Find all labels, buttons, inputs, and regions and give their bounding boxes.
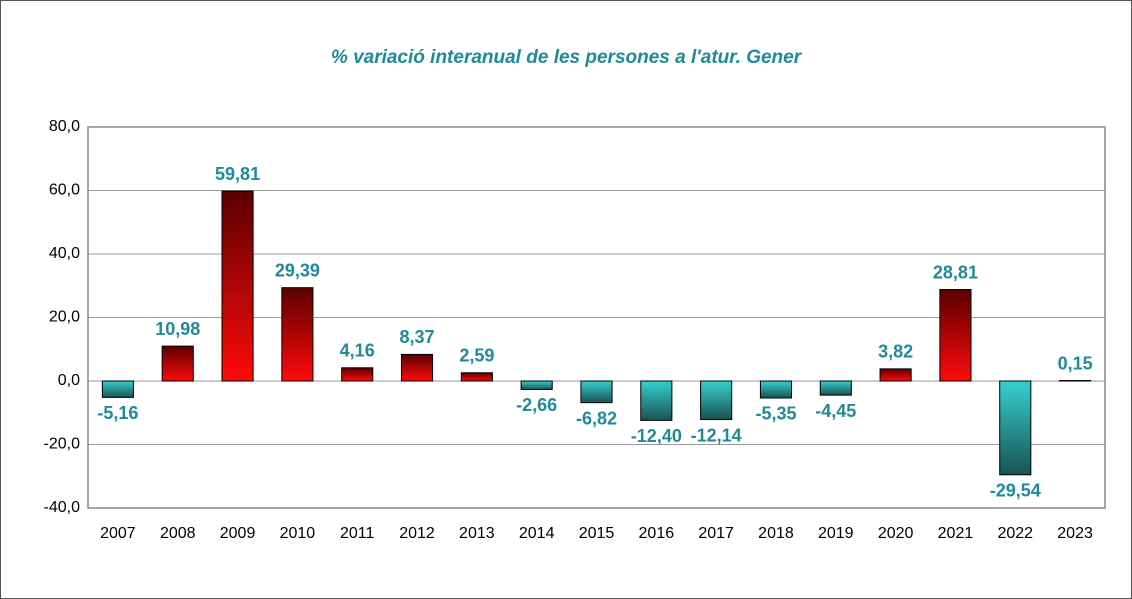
bar: [520, 380, 553, 390]
x-tick-label: 2008: [160, 525, 196, 542]
y-tick-label: 20,0: [49, 309, 80, 326]
value-label: 28,81: [933, 262, 978, 282]
x-tick-label: 2018: [758, 525, 794, 542]
x-tick-label: 2015: [579, 525, 615, 542]
bar: [101, 380, 134, 398]
y-tick-label: -40,0: [44, 499, 81, 516]
bar: [161, 345, 194, 382]
x-tick-label: 2017: [698, 525, 734, 542]
bar: [999, 380, 1032, 476]
x-tick-label: 2019: [818, 525, 854, 542]
value-label: -5,16: [97, 403, 138, 423]
bar: [221, 190, 254, 382]
value-label: -6,82: [576, 408, 617, 428]
value-label: 0,15: [1058, 353, 1093, 373]
bar: [460, 372, 493, 382]
x-tick-label: 2014: [519, 525, 555, 542]
y-tick-label: 0,0: [58, 372, 80, 389]
y-tick-label: 40,0: [49, 245, 80, 262]
value-label: -5,35: [755, 404, 796, 424]
value-label: 59,81: [215, 164, 260, 184]
bar: [400, 353, 434, 382]
value-label: -2,66: [516, 395, 557, 415]
value-label: -12,14: [691, 425, 742, 445]
y-tick-label: -20,0: [44, 436, 81, 453]
value-label: 4,16: [340, 341, 375, 361]
value-label: 8,37: [400, 327, 435, 347]
value-label: 29,39: [275, 260, 320, 280]
x-tick-label: 2013: [459, 525, 495, 542]
bar: [580, 380, 613, 404]
x-tick-label: 2022: [997, 525, 1033, 542]
bar: [939, 289, 972, 382]
x-tick-label: 2021: [938, 525, 974, 542]
value-label: -4,45: [815, 401, 856, 421]
y-tick-label: 60,0: [49, 182, 80, 199]
bar: [281, 287, 314, 382]
bar: [640, 380, 673, 421]
value-label: -12,40: [631, 426, 682, 446]
x-tick-label: 2009: [220, 525, 256, 542]
value-label: -29,54: [990, 481, 1041, 501]
chart-title: % variació interanual de les persones a …: [331, 47, 803, 68]
bar: [759, 380, 793, 399]
value-label: 2,59: [459, 346, 494, 366]
bar: [879, 368, 912, 382]
bar: [700, 380, 733, 421]
x-tick-label: 2023: [1057, 525, 1093, 542]
x-tick-label: 2011: [340, 525, 375, 542]
y-tick-label: 80,0: [49, 118, 80, 135]
bar: [819, 380, 852, 396]
x-tick-label: 2010: [280, 525, 316, 542]
x-tick-label: 2020: [878, 525, 914, 542]
x-tick-label: 2016: [639, 525, 675, 542]
x-tick-label: 2007: [100, 525, 136, 542]
x-tick-label: 2012: [399, 525, 435, 542]
value-label: 3,82: [878, 342, 913, 362]
plot-border: [87, 126, 1106, 509]
value-label: 10,98: [155, 319, 200, 339]
bar: [341, 367, 374, 382]
